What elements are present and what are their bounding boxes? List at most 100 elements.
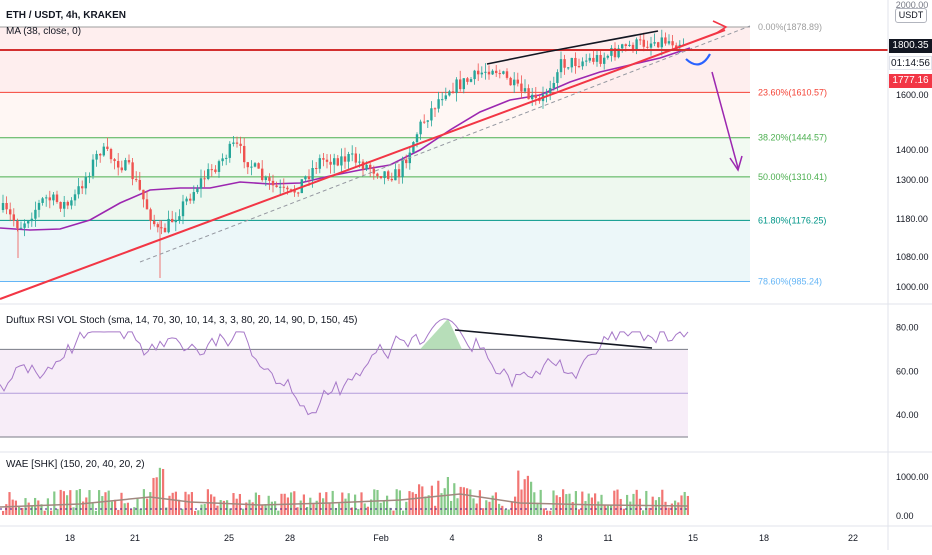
- wae-bar: [354, 494, 357, 515]
- wae-bar: [104, 492, 107, 515]
- wae-bar: [187, 494, 190, 515]
- candle-body: [606, 55, 609, 58]
- candle-body: [232, 142, 235, 144]
- candle: [199, 169, 203, 198]
- wae-bar: [184, 491, 187, 515]
- candle: [667, 34, 671, 46]
- candle: [81, 180, 84, 195]
- candle: [513, 72, 516, 94]
- candle-body: [343, 156, 347, 162]
- wae-bar: [584, 501, 587, 515]
- wae-bar: [235, 498, 238, 515]
- fib-label-0: 0.00%(1878.89): [758, 22, 822, 32]
- wae-bar: [181, 508, 184, 515]
- candle: [606, 54, 609, 60]
- candle-body: [531, 94, 534, 100]
- wae-bar: [437, 480, 440, 515]
- candle: [495, 64, 498, 77]
- candle: [257, 162, 260, 169]
- candle-body: [585, 60, 588, 62]
- wae-bar: [606, 505, 609, 515]
- candle: [293, 185, 296, 197]
- wae-bar: [619, 498, 622, 515]
- wae-bar: [117, 509, 120, 515]
- wae-bar: [498, 503, 501, 515]
- candle: [95, 150, 98, 167]
- candle-body: [451, 91, 455, 94]
- candle: [37, 199, 41, 218]
- fib-label-2: 38.20%(1444.57): [758, 133, 827, 143]
- candle-body: [45, 197, 48, 199]
- candle: [383, 171, 386, 185]
- candle: [91, 154, 95, 180]
- candle-body: [646, 46, 649, 48]
- wae-bar: [638, 498, 641, 515]
- wae-bar: [50, 510, 53, 515]
- candle-body: [495, 70, 498, 74]
- candle-body: [613, 48, 617, 58]
- wae-bar: [616, 489, 619, 515]
- currency-unit-button[interactable]: USDT: [895, 8, 927, 23]
- candle-body: [66, 201, 69, 206]
- candle: [653, 33, 656, 47]
- candle-body: [628, 44, 631, 46]
- candle-body: [77, 186, 80, 195]
- rsi-tick: 60.00: [896, 366, 919, 376]
- candle-body: [149, 209, 152, 221]
- candle: [390, 172, 393, 182]
- candle-body: [325, 159, 329, 162]
- candle: [192, 185, 195, 204]
- candle-body: [142, 189, 145, 200]
- candle: [329, 154, 332, 174]
- wae-bar: [520, 489, 523, 515]
- candle: [603, 52, 606, 70]
- candle: [131, 157, 134, 186]
- wae-bar: [286, 497, 289, 515]
- time-tick: 28: [285, 533, 295, 543]
- wae-bar: [213, 496, 216, 515]
- wae-bar: [373, 489, 376, 515]
- candle: [167, 210, 170, 234]
- candle-body: [246, 162, 249, 168]
- candle: [109, 147, 113, 164]
- wae-bar: [558, 497, 561, 515]
- wae-bar: [5, 504, 8, 515]
- wae-bar: [472, 498, 475, 515]
- ma-legend: MA (38, close, 0): [6, 26, 82, 37]
- wae-bar: [683, 491, 686, 515]
- wae-bar: [229, 508, 232, 515]
- candle: [210, 164, 213, 177]
- wae-bar: [165, 507, 168, 515]
- wae-bar: [312, 504, 315, 515]
- candle-body: [394, 169, 397, 181]
- rsi-tick: 40.00: [896, 410, 919, 420]
- wae-bar: [411, 492, 414, 515]
- candle-body: [441, 99, 444, 101]
- wae-bar: [69, 490, 72, 515]
- candle-body: [59, 201, 62, 209]
- wae-bar: [194, 510, 197, 515]
- wae-bar: [8, 492, 11, 515]
- candle-body: [639, 39, 642, 41]
- candle-body: [153, 220, 156, 225]
- wae-bar: [126, 502, 129, 515]
- fib-zone-1: [0, 92, 750, 138]
- wae-bar: [338, 503, 341, 515]
- candle: [567, 66, 570, 70]
- wae-bar: [264, 504, 267, 515]
- candle: [30, 212, 33, 227]
- candle-body: [318, 158, 321, 169]
- candle-body: [228, 143, 231, 158]
- candle: [196, 184, 199, 194]
- candle: [523, 79, 527, 94]
- fib-zone-0: [0, 27, 750, 93]
- candle-body: [261, 168, 264, 181]
- candle-body: [73, 194, 77, 201]
- price-tick: 1000.00: [896, 282, 929, 292]
- wae-bar: [629, 501, 632, 515]
- candle: [217, 159, 221, 178]
- candle: [419, 119, 422, 140]
- candle-body: [217, 161, 221, 172]
- candle-body: [477, 70, 480, 75]
